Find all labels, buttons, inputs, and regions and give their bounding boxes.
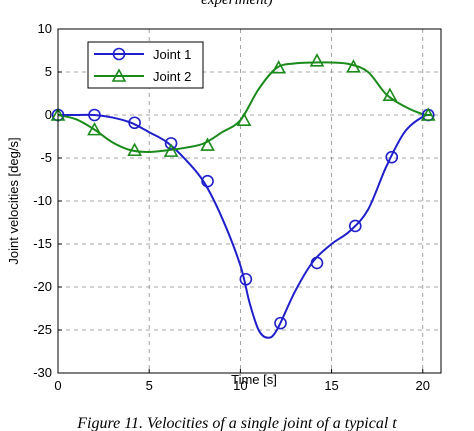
- axis-ticks: 0 5 10 15 20 10 5 0 -5 -10 -15 -20 -25 -30: [33, 21, 430, 393]
- data-point-joint-1: [239, 272, 253, 286]
- y-tick-label: -30: [33, 365, 52, 380]
- x-axis-label: Time [s]: [231, 372, 277, 387]
- legend-marker-joint-2: [111, 68, 127, 82]
- data-point-joint-2: [309, 53, 325, 67]
- y-tick-label: 5: [45, 64, 52, 79]
- y-tick-label: -5: [40, 150, 52, 165]
- x-tick-label: 15: [324, 378, 338, 393]
- legend: Joint 1 Joint 2: [87, 41, 204, 89]
- data-point-joint-2: [236, 112, 252, 126]
- plot-area-frame: [57, 28, 442, 374]
- legend-label-joint-1: Joint 1: [153, 47, 191, 62]
- y-tick-label: 0: [45, 107, 52, 122]
- data-point-joint-1: [88, 108, 101, 122]
- series-line-joint-1: [57, 113, 433, 339]
- data-point-joint-2: [382, 87, 398, 102]
- data-point-joint-2: [271, 60, 287, 74]
- y-tick-label: -25: [33, 322, 52, 337]
- x-tick-label: 0: [54, 378, 61, 393]
- x-tick-label: 5: [146, 378, 153, 393]
- y-tick-label: -15: [33, 236, 52, 251]
- data-point-joint-2: [346, 59, 361, 73]
- y-tick-label: -10: [33, 193, 52, 208]
- x-tick-label: 20: [416, 378, 430, 393]
- x-tick-label: 10: [233, 378, 247, 393]
- legend-box: [87, 41, 204, 89]
- data-point-joint-2: [87, 121, 102, 136]
- series-lines: [57, 61, 433, 339]
- figure-caption-bottom: Figure 11. Velocities of a single joint …: [76, 415, 397, 431]
- data-point-joint-1: [128, 116, 141, 130]
- data-point-joint-1: [348, 219, 362, 233]
- data-point-joint-1: [201, 174, 214, 188]
- legend-label-joint-2: Joint 2: [153, 69, 191, 84]
- data-point-joint-2: [200, 137, 215, 151]
- series-line-joint-2: [57, 61, 432, 153]
- y-tick-label: 10: [38, 21, 52, 36]
- data-point-joint-1: [274, 316, 287, 330]
- legend-marker-joint-1: [112, 47, 126, 61]
- data-point-joint-1: [164, 137, 178, 150]
- data-point-joint-1: [385, 150, 399, 164]
- data-point-joint-2: [163, 143, 179, 157]
- data-point-joint-2: [420, 107, 436, 121]
- data-point-joint-1: [310, 256, 324, 270]
- y-axis-label: Joint velocities [deg/s]: [6, 137, 21, 264]
- figure-caption-top: experiment): [201, 0, 273, 8]
- data-point-joint-2: [127, 142, 142, 157]
- y-tick-label: -20: [33, 279, 52, 294]
